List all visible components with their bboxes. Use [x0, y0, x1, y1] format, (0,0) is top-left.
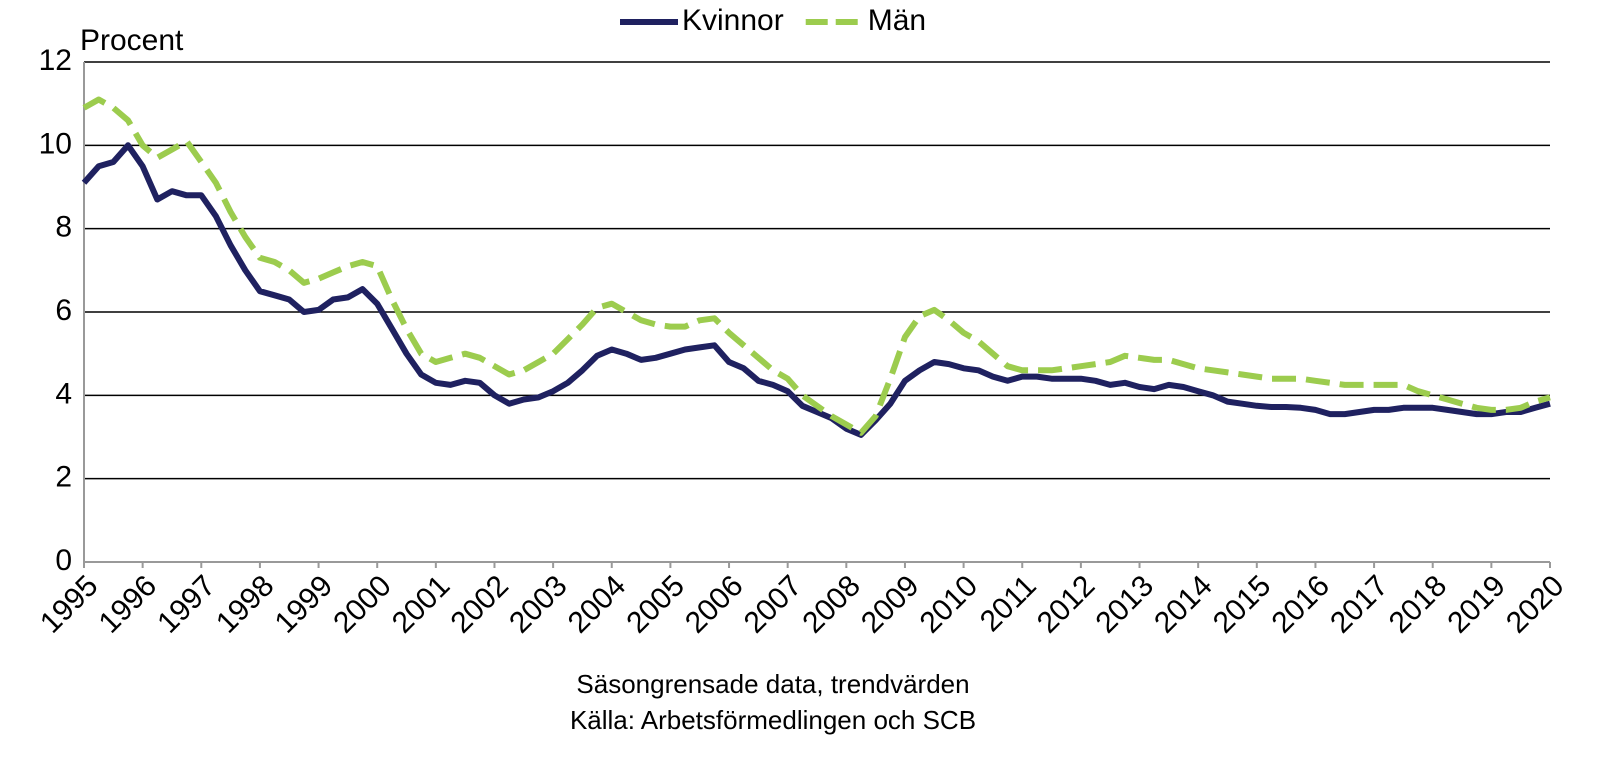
- x-tick-label: 2011: [974, 569, 1043, 638]
- x-tick-label: 2001: [386, 569, 457, 640]
- x-tick-label: 1999: [269, 569, 340, 640]
- y-tick-label: 8: [55, 211, 72, 244]
- x-tick-label: 1995: [34, 569, 105, 640]
- x-tick-label: 2005: [620, 569, 691, 640]
- y-tick-label: 2: [55, 461, 72, 494]
- legend: Kvinnor Män: [620, 4, 926, 37]
- x-tick-label: 2012: [1031, 569, 1102, 640]
- x-tick-label: 2018: [1383, 569, 1454, 640]
- x-tick-label: 2008: [796, 569, 867, 640]
- y-tick-label: 10: [39, 127, 72, 160]
- x-tick-label: 2003: [503, 569, 574, 640]
- x-tick-label: 2000: [327, 569, 398, 640]
- x-tick-label: 2014: [1148, 569, 1219, 640]
- legend-label: Kvinnor: [682, 4, 784, 37]
- series-line: [81, 142, 1551, 438]
- x-tick-label: 2020: [1500, 569, 1571, 640]
- x-tick-label: 2002: [444, 569, 515, 640]
- y-tick-label: 6: [55, 294, 72, 327]
- y-tick-label: 12: [39, 44, 72, 77]
- x-tick-label: 1996: [93, 569, 164, 640]
- x-tick-label: 2006: [679, 569, 750, 640]
- series-line: [82, 96, 1551, 436]
- x-tick-label: 2009: [855, 569, 926, 640]
- x-tick-label: 2019: [1441, 569, 1512, 640]
- y-tick-label: 4: [55, 377, 72, 410]
- x-tick-label: 2017: [1324, 569, 1395, 640]
- note: Källa: Arbetsförmedlingen och SCB: [570, 705, 976, 735]
- x-tick-label: 2016: [1265, 569, 1336, 640]
- x-tick-label: 2004: [562, 569, 633, 640]
- x-tick-label: 2007: [738, 569, 809, 640]
- note: Säsongrensade data, trendvärden: [576, 669, 969, 699]
- x-tick-label: 2015: [1207, 569, 1278, 640]
- y-tick-label: 0: [55, 544, 72, 577]
- x-tick-label: 1997: [151, 569, 222, 640]
- x-tick-label: 2010: [914, 569, 985, 640]
- x-tick-label: 2013: [1090, 569, 1161, 640]
- legend-label: Män: [868, 4, 926, 37]
- x-tick-label: 1998: [210, 569, 281, 640]
- y-axis-label: Procent: [80, 24, 184, 57]
